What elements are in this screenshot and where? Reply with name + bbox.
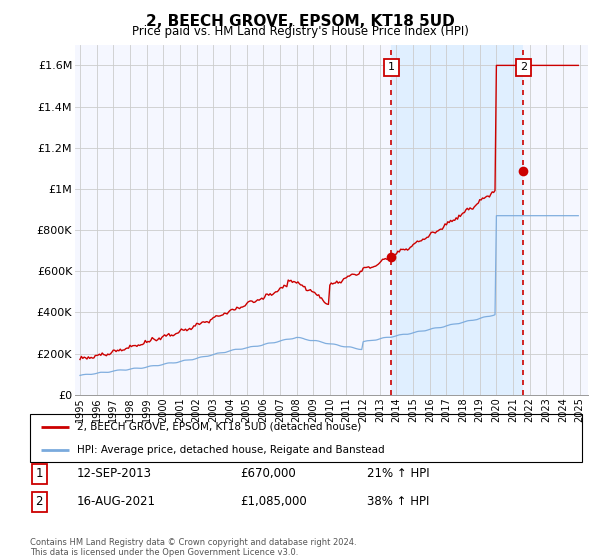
Text: 21% ↑ HPI: 21% ↑ HPI <box>367 467 430 480</box>
Text: 1: 1 <box>388 63 395 72</box>
Text: 2: 2 <box>520 63 527 72</box>
Text: 2, BEECH GROVE, EPSOM, KT18 5UD (detached house): 2, BEECH GROVE, EPSOM, KT18 5UD (detache… <box>77 422 361 432</box>
Text: 38% ↑ HPI: 38% ↑ HPI <box>367 496 429 508</box>
Text: 16-AUG-2021: 16-AUG-2021 <box>77 496 156 508</box>
Text: 2: 2 <box>35 496 43 508</box>
Text: Price paid vs. HM Land Registry's House Price Index (HPI): Price paid vs. HM Land Registry's House … <box>131 25 469 38</box>
Bar <box>391 45 523 395</box>
Text: 12-SEP-2013: 12-SEP-2013 <box>77 467 152 480</box>
Text: HPI: Average price, detached house, Reigate and Banstead: HPI: Average price, detached house, Reig… <box>77 445 385 455</box>
Text: £1,085,000: £1,085,000 <box>240 496 307 508</box>
Text: 1: 1 <box>35 467 43 480</box>
Text: £670,000: £670,000 <box>240 467 296 480</box>
Text: 2, BEECH GROVE, EPSOM, KT18 5UD: 2, BEECH GROVE, EPSOM, KT18 5UD <box>146 14 454 29</box>
Text: Contains HM Land Registry data © Crown copyright and database right 2024.
This d: Contains HM Land Registry data © Crown c… <box>30 538 356 557</box>
